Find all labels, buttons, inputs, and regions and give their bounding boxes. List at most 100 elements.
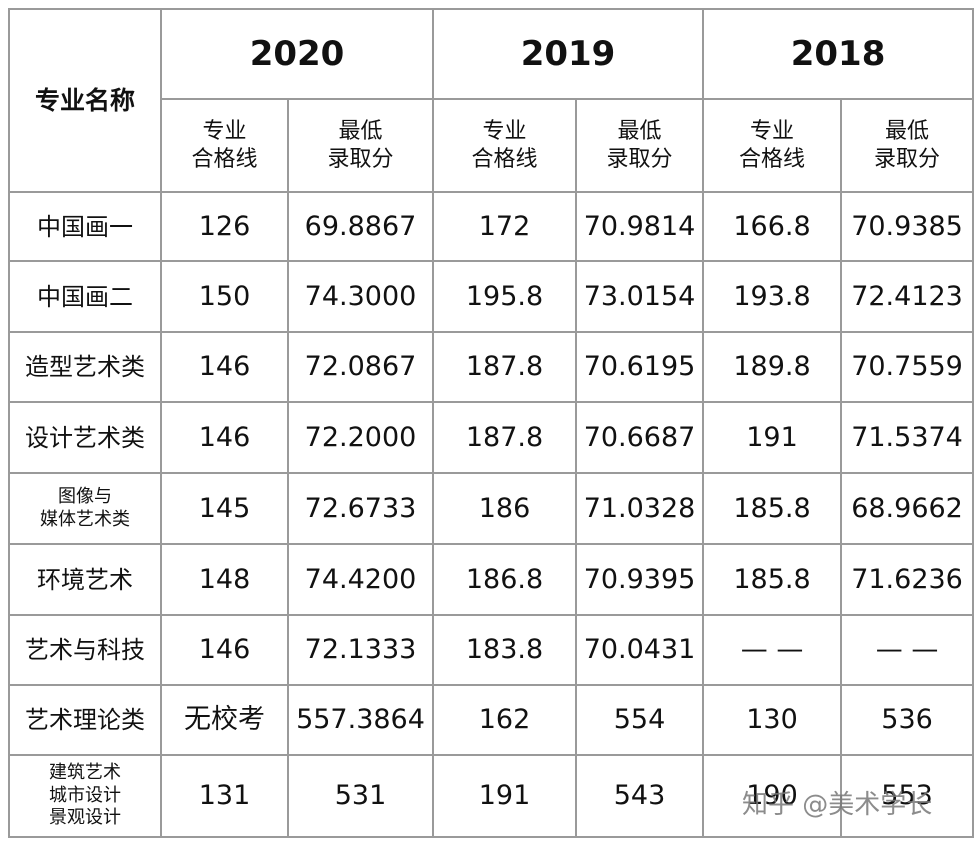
data-row: 艺术理论类 无校考 557.3864 162 554 130 536 [8, 684, 975, 756]
cell: 185.8 [702, 472, 843, 545]
row-label: 环境艺术 [8, 543, 162, 616]
cell: 69.8867 [286, 191, 435, 262]
score-table: 专业名称 2020 2019 2018 专业 合格线 最低 录取分 专业 合格线 最低 录取分 专业 合格… [8, 8, 975, 838]
cell: 186 [432, 472, 578, 545]
cell: 536 [840, 684, 975, 756]
watermark: 知乎 @美术学长 [742, 790, 933, 820]
cell: 70.9814 [575, 191, 705, 262]
line: 录取分 [327, 146, 394, 172]
cell: 71.0328 [575, 472, 705, 545]
cell: 191 [432, 754, 578, 838]
cell: 74.4200 [286, 543, 435, 616]
line: 最低 [338, 119, 383, 144]
line: 城市设计 [49, 784, 121, 806]
cell: 70.0431 [575, 614, 705, 686]
line: 合格线 [471, 146, 538, 172]
line: 最低 [617, 119, 662, 144]
cell: — — [702, 614, 843, 686]
cell: 130 [702, 684, 843, 756]
line: 艺术理论类 [25, 706, 145, 734]
cell: 191 [702, 401, 843, 474]
line: 合格线 [739, 146, 806, 172]
cell: 185.8 [702, 543, 843, 616]
line: 中国画一 [37, 212, 133, 241]
line: 环境艺术 [37, 565, 133, 594]
cell: 74.3000 [286, 260, 435, 333]
cell: 71.6236 [840, 543, 975, 616]
header-row: 专业名称 2020 2019 2018 [8, 8, 975, 193]
data-row: 环境艺术 148 74.4200 186.8 70.9395 185.8 71.6236 [8, 543, 975, 616]
cell: 70.9385 [840, 191, 975, 262]
header-name: 专业名称 [8, 8, 162, 193]
cell: 70.9395 [575, 543, 705, 616]
line: 造型艺术类 [25, 353, 145, 381]
subheader: 专业 合格线 [702, 98, 843, 193]
cell: 146 [160, 614, 289, 686]
line: 专业 [482, 119, 527, 144]
data-row: 中国画二 150 74.3000 195.8 73.0154 193.8 72.4123 [8, 260, 975, 333]
data-row: 建筑艺术 城市设计 景观设计 131 531 191 543 190 553 [8, 754, 975, 838]
data-row: 设计艺术类 146 72.2000 187.8 70.6687 191 71.5374 [8, 401, 975, 474]
cell: 72.4123 [840, 260, 975, 333]
cell: 146 [160, 401, 289, 474]
cell: 148 [160, 543, 289, 616]
cell: 72.6733 [286, 472, 435, 545]
line: 中国画二 [37, 282, 133, 311]
cell: 172 [432, 191, 578, 262]
cell: 190 [702, 754, 843, 838]
row-label: 艺术理论类 [8, 684, 162, 756]
cell: 131 [160, 754, 289, 838]
cell: 71.5374 [840, 401, 975, 474]
cell: 183.8 [432, 614, 578, 686]
data-row: 造型艺术类 146 72.0867 187.8 70.6195 189.8 70.7559 [8, 331, 975, 403]
cell: 73.0154 [575, 260, 705, 333]
subheader: 最低 录取分 [286, 98, 435, 193]
data-row: 图像与 媒体艺术类 145 72.6733 186 71.0328 185.8 68.9662 [8, 472, 975, 545]
subheader: 专业 合格线 [160, 98, 289, 193]
cell: 543 [575, 754, 705, 838]
cell: 186.8 [432, 543, 578, 616]
line: 景观设计 [49, 807, 121, 829]
cell: 145 [160, 472, 289, 545]
data-row: 艺术与科技 146 72.1333 183.8 70.0431— — — — [8, 614, 975, 686]
cell: — — [840, 614, 975, 686]
cell: 72.1333 [286, 614, 435, 686]
cell: 72.2000 [286, 401, 435, 474]
year: 2018 [702, 8, 975, 100]
cell: 126 [160, 191, 289, 262]
cell: 195.8 [432, 260, 578, 333]
line: 最低 [885, 119, 930, 144]
cell: 187.8 [432, 331, 578, 403]
subheader: 最低 录取分 [575, 98, 705, 193]
cell: 557.3864 [286, 684, 435, 756]
line: 建筑艺术 [49, 762, 121, 784]
row-label: 艺术与科技 [8, 614, 162, 686]
row-label: 图像与 媒体艺术类 [8, 472, 162, 545]
cell: 166.8 [702, 191, 843, 262]
line: 录取分 [606, 146, 673, 172]
cell: 70.7559 [840, 331, 975, 403]
year: 2020 [159, 8, 435, 100]
row-label: 造型艺术类 [8, 331, 162, 403]
cell: 70.6687 [575, 401, 705, 474]
data-row: 中国画一 126 69.8867 172 70.9814 166.8 70.9385 [8, 191, 975, 262]
line: 专业 [750, 119, 795, 144]
cell: 187.8 [432, 401, 578, 474]
row-label: 设计艺术类 [8, 401, 162, 474]
cell: 68.9662 [840, 472, 975, 545]
row-label: 中国画一 [8, 191, 162, 262]
cell: 150 [160, 260, 289, 333]
line: 图像与 [58, 486, 112, 507]
cell: 531 [286, 754, 435, 838]
cell: 146 [160, 331, 289, 403]
line: 设计艺术类 [25, 423, 145, 452]
cell: 554 [575, 684, 705, 756]
line: 媒体艺术类 [40, 508, 130, 530]
cell: 162 [432, 684, 578, 756]
subheader-row: 专业 合格线 最低 录取分 专业 合格线 最低 录取分 专业 合格线 最低 录取分 [9, 98, 975, 193]
line: 艺术与科技 [25, 636, 145, 664]
row-label: 建筑艺术 城市设计 景观设计 [8, 754, 162, 838]
line: 合格线 [191, 146, 258, 172]
row-label: 中国画二 [8, 260, 162, 333]
